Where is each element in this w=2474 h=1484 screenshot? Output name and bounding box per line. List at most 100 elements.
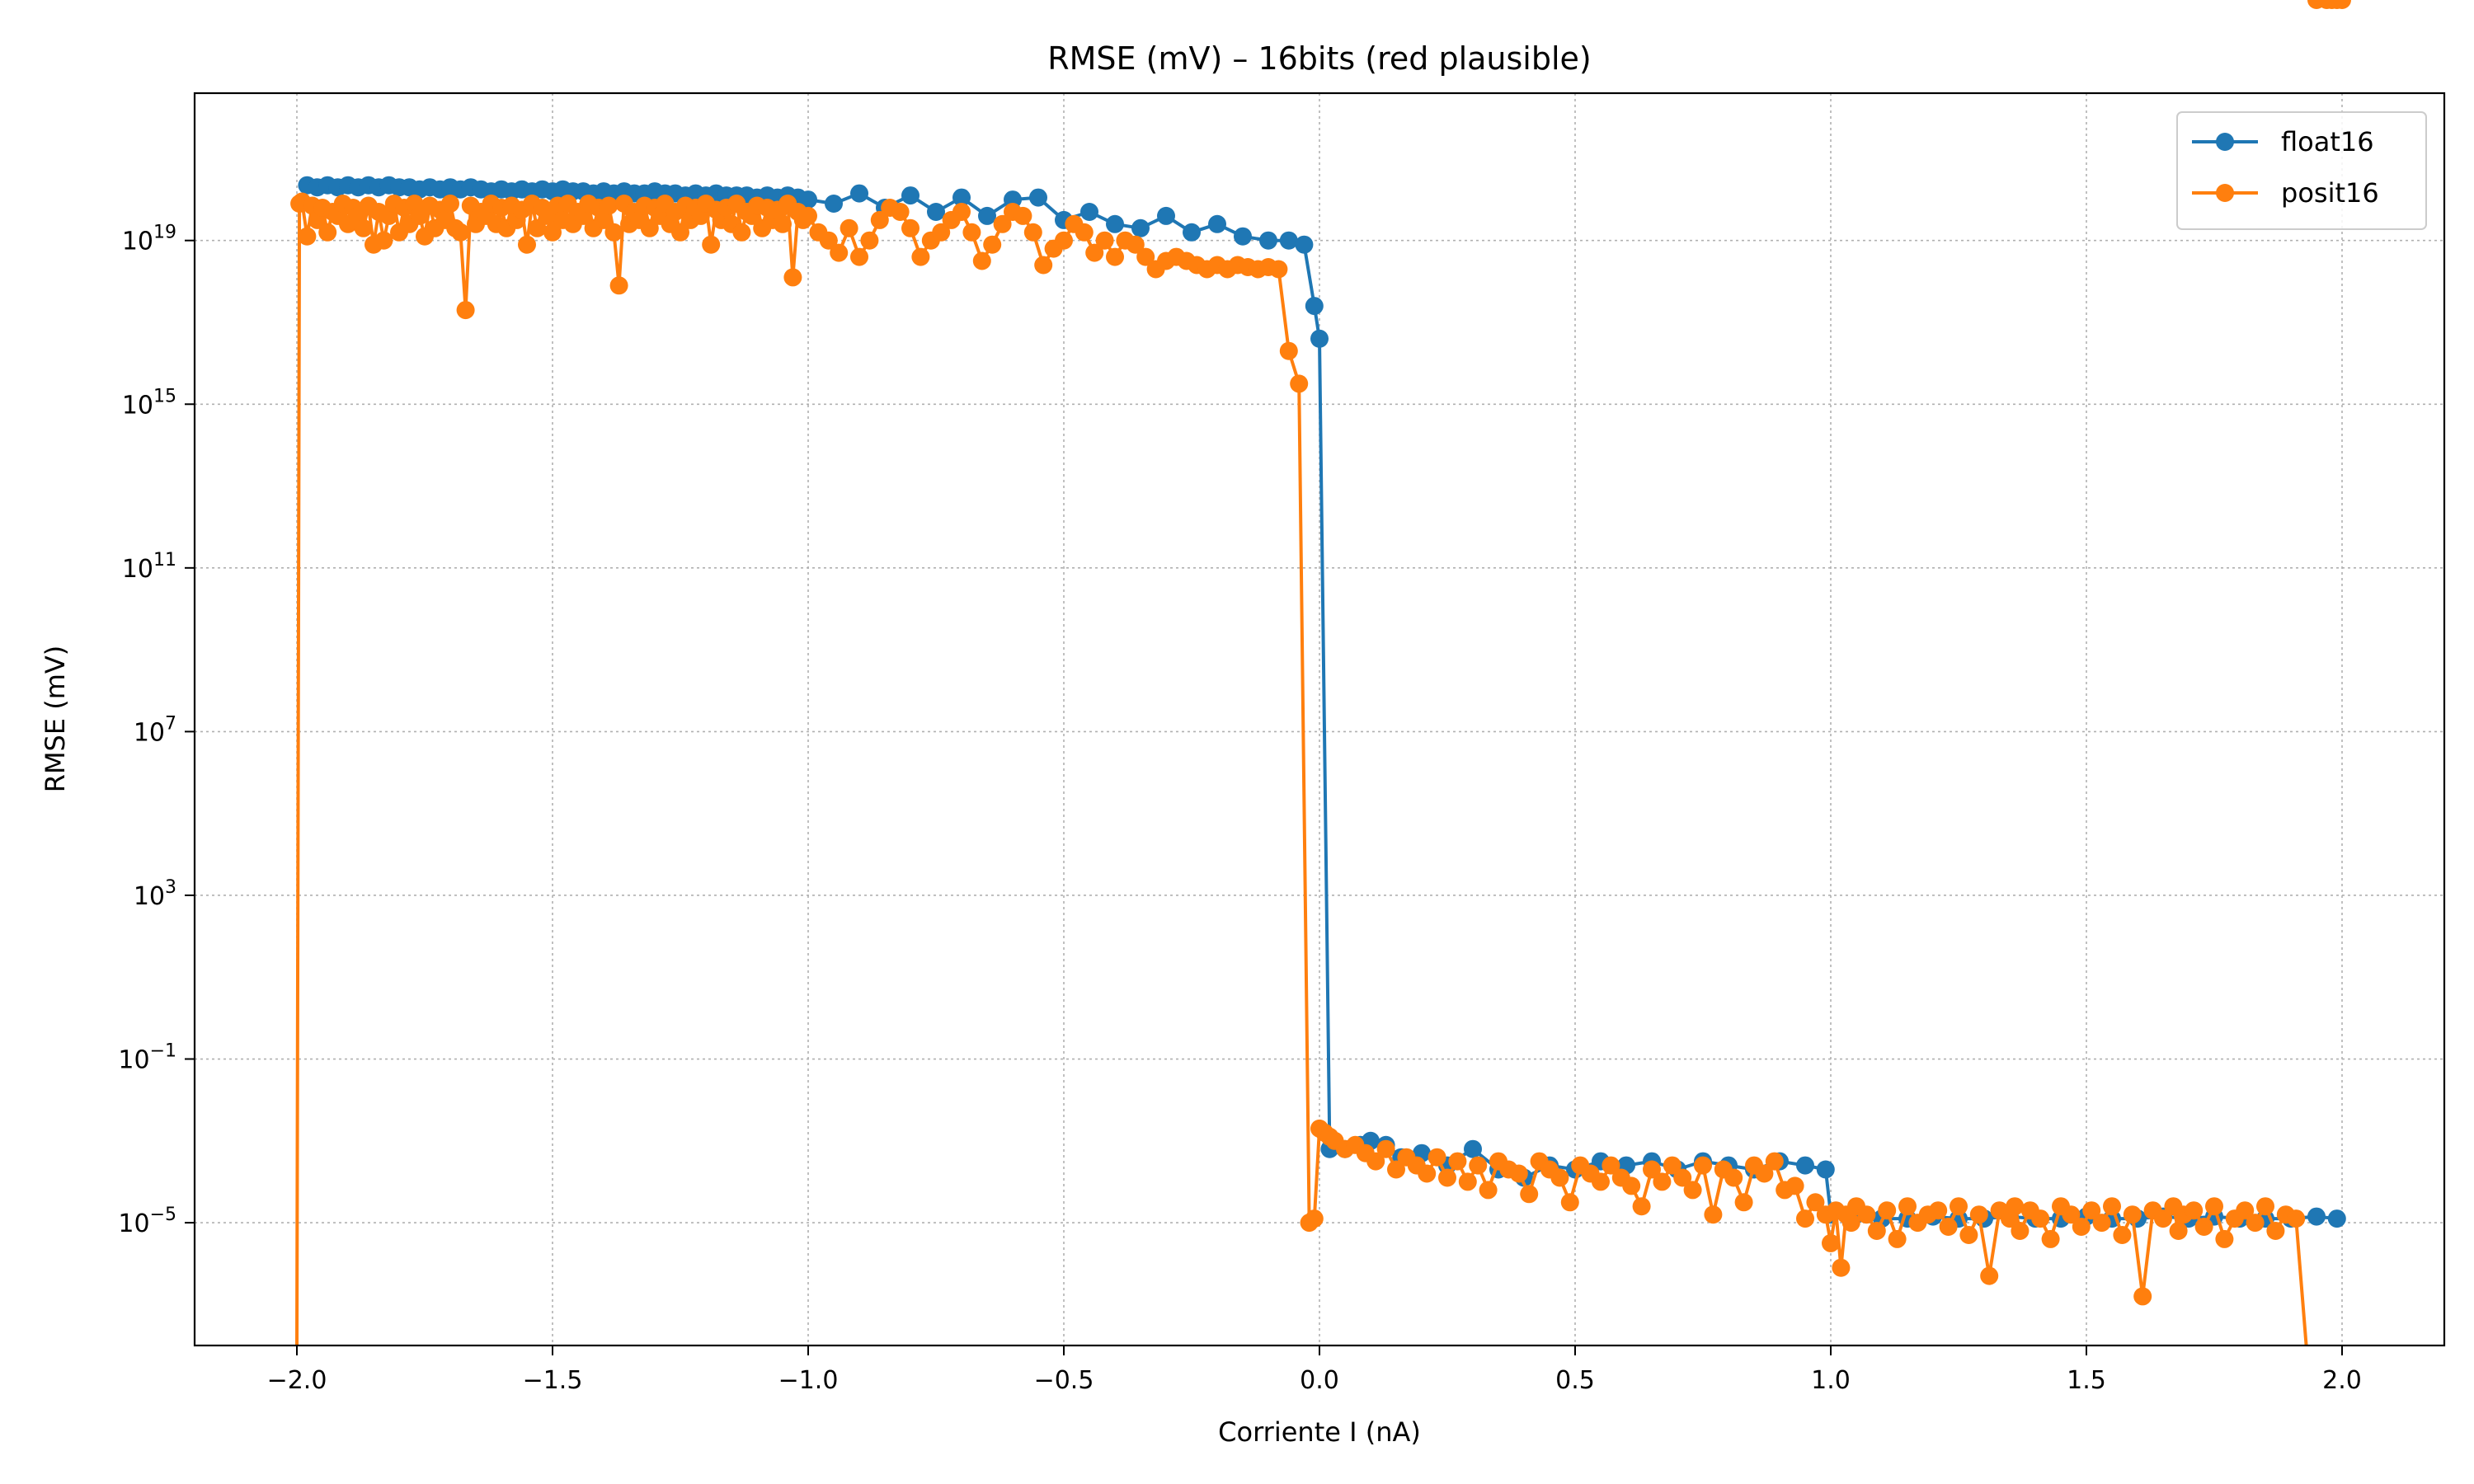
posit16-point <box>2154 1209 2172 1228</box>
posit16-point <box>374 231 393 250</box>
posit16-point <box>1959 1226 1978 1244</box>
posit16-point <box>1560 1193 1579 1212</box>
float16-point <box>2307 1207 2326 1226</box>
posit16-point <box>2236 1201 2255 1220</box>
y-tick-base: 10 <box>122 555 153 584</box>
posit16-point <box>2103 1197 2121 1216</box>
posit16-point <box>1878 1201 1897 1220</box>
posit16-point <box>1694 1156 1712 1175</box>
posit16-point <box>1867 1222 1886 1240</box>
posit16-point <box>1387 1160 1405 1179</box>
y-tick-exponent: −1 <box>150 1041 176 1062</box>
posit16-point <box>1509 1164 1528 1183</box>
posit16-point <box>1950 1197 1968 1216</box>
posit16-point <box>1458 1172 1477 1191</box>
posit16-point <box>2072 1218 2091 1236</box>
float16-point <box>927 203 945 221</box>
float16-point <box>1295 235 1314 254</box>
float16-point <box>1131 218 1150 237</box>
posit16-point <box>671 223 689 242</box>
posit16-point <box>774 214 792 233</box>
posit16-point <box>1755 1164 1774 1183</box>
posit16-point <box>1632 1197 1651 1216</box>
posit16-point <box>600 196 618 215</box>
posit16-point <box>2113 1226 2132 1244</box>
legend-swatch-marker <box>2216 133 2234 151</box>
posit16-point <box>2205 1197 2223 1216</box>
posit16-point <box>1832 1258 1851 1277</box>
posit16-point <box>456 301 475 320</box>
posit16-point <box>1366 1152 1385 1171</box>
posit16-point <box>2333 0 2351 9</box>
posit16-point <box>840 218 858 237</box>
posit16-point <box>1796 1209 1814 1228</box>
posit16-point <box>1765 1152 1784 1171</box>
x-axis-label: Corriente I (nA) <box>1218 1416 1421 1448</box>
posit16-point <box>819 231 838 250</box>
posit16-point <box>1279 341 1298 360</box>
posit16-point <box>783 268 802 287</box>
series-posit16 <box>290 0 2351 1346</box>
posit16-point <box>2266 1222 2285 1240</box>
x-tick-label: 0.0 <box>1300 1366 1339 1395</box>
posit16-point <box>891 203 910 221</box>
y-tick-label: 10−5 <box>118 1205 176 1238</box>
chart-title: RMSE (mV) – 16bits (red plausible) <box>1047 40 1592 77</box>
posit16-point <box>2011 1222 2030 1240</box>
posit16-point <box>1785 1176 1804 1195</box>
posit16-point <box>1969 1205 1988 1224</box>
legend: float16 posit16 <box>2176 111 2427 230</box>
posit16-point <box>1438 1168 1456 1187</box>
posit16-point <box>932 223 951 242</box>
float16-point <box>2327 1209 2346 1228</box>
y-tick-exponent: 19 <box>153 223 176 243</box>
posit16-point <box>1857 1205 1876 1224</box>
float16-point <box>1279 231 1298 250</box>
posit16-point <box>1418 1164 1437 1183</box>
y-tick-exponent: 11 <box>153 550 176 571</box>
posit16-point <box>2215 1229 2234 1248</box>
posit16-point <box>2006 1197 2025 1216</box>
posit16-point <box>1683 1181 1702 1200</box>
legend-label: float16 <box>2281 126 2374 157</box>
posit16-point <box>1929 1201 1948 1220</box>
float16-point <box>1080 203 1098 221</box>
posit16-point <box>2031 1209 2050 1228</box>
posit16-point <box>1939 1218 1958 1236</box>
posit16-point <box>1034 256 1053 275</box>
y-tick-label: 10−1 <box>118 1041 176 1075</box>
posit16-point <box>2041 1229 2060 1248</box>
y-tick-exponent: −5 <box>150 1205 176 1225</box>
legend-label: posit16 <box>2281 177 2379 209</box>
float16-point <box>1816 1160 1835 1179</box>
posit16-point <box>528 218 547 237</box>
y-tick-base: 10 <box>118 1209 149 1238</box>
x-tick-label: 1.0 <box>1811 1366 1851 1395</box>
posit16-point <box>2246 1214 2265 1233</box>
float16-point <box>1208 214 1226 233</box>
posit16-point <box>1106 247 1124 266</box>
posit16-point <box>1479 1181 1498 1200</box>
posit16-point <box>870 210 889 229</box>
posit16-point <box>1673 1168 1692 1187</box>
float16-point <box>1029 188 1047 207</box>
posit16-point <box>441 195 459 213</box>
posit16-point <box>2133 1287 2152 1306</box>
posit16-point <box>860 231 879 250</box>
posit16-point <box>595 210 613 229</box>
posit16-point <box>2082 1201 2101 1220</box>
float16-point <box>1259 231 1277 250</box>
posit16-point <box>993 214 1012 233</box>
posit16-point <box>1290 374 1309 393</box>
posit16-point <box>1305 1209 1324 1228</box>
y-tick-exponent: 7 <box>165 713 176 734</box>
posit16-point <box>2256 1197 2274 1216</box>
posit16-point <box>952 203 971 221</box>
y-tick-base: 10 <box>118 1046 149 1075</box>
posit16-point <box>1663 1156 1681 1175</box>
float16-point <box>850 184 868 203</box>
posit16-point <box>1734 1193 1753 1212</box>
posit16-point <box>972 251 991 270</box>
float16-point <box>952 188 971 207</box>
posit16-point <box>298 227 317 246</box>
